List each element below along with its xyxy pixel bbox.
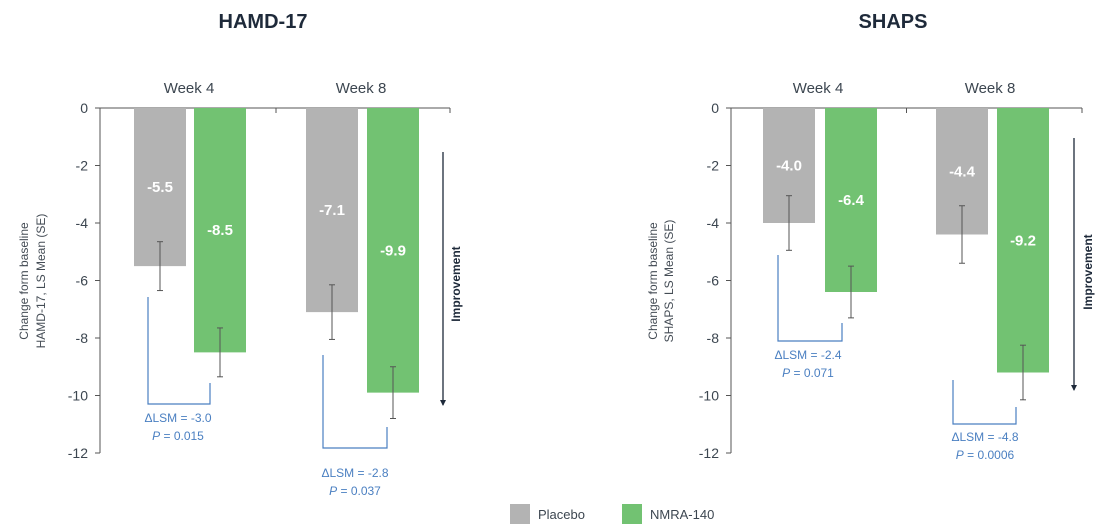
- y-axis-label-line2: SHAPS, LS Mean (SE): [662, 220, 676, 343]
- data-label: -9.2: [1010, 232, 1036, 249]
- comparison-pvalue: P = 0.037: [329, 484, 381, 498]
- chart-1: SHAPS 0 -2 -4 -6 -8 -10 -12 Change form baseline…: [646, 11, 1095, 462]
- bar-nmra-140-week-4: [825, 108, 877, 292]
- y-tick-label: -10: [68, 388, 88, 404]
- category-label: Week 4: [164, 80, 215, 97]
- y-axis-label-line1: Change form baseline: [646, 222, 660, 340]
- category-label: Week 8: [336, 80, 387, 97]
- comparison-delta: ΔLSM = -3.0: [144, 411, 211, 425]
- bar-placebo-week-8: [306, 108, 358, 313]
- improvement-arrow-head: [440, 400, 446, 406]
- comparison-bracket: [147, 297, 211, 405]
- chart-title: SHAPS: [859, 11, 928, 33]
- comparison-pvalue: P = 0.071: [782, 366, 834, 380]
- comparison-bracket: [777, 255, 843, 342]
- y-tick-label: -12: [699, 445, 719, 461]
- y-tick-label: -4: [707, 215, 720, 231]
- comparison-bracket: [952, 380, 1017, 425]
- legend-label-nmra-140: NMRA-140: [650, 507, 714, 522]
- data-label: -6.4: [838, 192, 865, 209]
- comparison-delta: ΔLSM = -2.4: [774, 348, 841, 362]
- category-label: Week 4: [793, 80, 844, 97]
- bar-nmra-140-week-8: [997, 108, 1049, 373]
- p-value: = 0.037: [337, 484, 381, 498]
- y-tick-label: -6: [76, 273, 89, 289]
- category-label: Week 8: [965, 80, 1016, 97]
- y-tick-label: -6: [707, 273, 720, 289]
- improvement-arrow-head: [1071, 385, 1077, 391]
- chart-0: HAMD-17 0 -2 -4 -6 -8 -10 -12 Change form baseli…: [17, 11, 463, 498]
- y-tick-label: -8: [707, 330, 720, 346]
- improvement-label: Improvement: [449, 246, 463, 321]
- comparison-delta: ΔLSM = -4.8: [951, 430, 1018, 444]
- legend-label-placebo: Placebo: [538, 507, 585, 522]
- p-value: = 0.015: [160, 429, 204, 443]
- p-label: P: [956, 448, 964, 462]
- y-tick-label: -2: [76, 158, 89, 174]
- y-tick-label: -4: [76, 215, 89, 231]
- bar-nmra-140-week-4: [194, 108, 246, 353]
- p-label: P: [329, 484, 337, 498]
- data-label: -7.1: [319, 202, 345, 219]
- y-axis-label-line2: HAMD-17, LS Mean (SE): [34, 214, 48, 349]
- data-label: -8.5: [207, 222, 233, 239]
- comparison-pvalue: P = 0.0006: [956, 448, 1015, 462]
- y-tick-label: -2: [707, 158, 720, 174]
- data-label: -4.0: [776, 158, 802, 175]
- y-tick-label: 0: [80, 100, 88, 116]
- y-tick-label: 0: [711, 100, 719, 116]
- y-axis-label-line1: Change form baseline: [17, 222, 31, 340]
- legend-swatch-placebo: [510, 504, 530, 524]
- p-value: = 0.071: [790, 366, 834, 380]
- data-label: -5.5: [147, 179, 173, 196]
- y-tick-label: -8: [76, 330, 89, 346]
- y-tick-label: -12: [68, 445, 88, 461]
- data-label: -9.9: [380, 242, 406, 259]
- comparison-bracket: [322, 355, 388, 449]
- p-value: = 0.0006: [964, 448, 1015, 462]
- y-tick-label: -10: [699, 388, 719, 404]
- data-label: -4.4: [949, 163, 976, 180]
- legend-swatch-nmra-140: [622, 504, 642, 524]
- legend: Placebo NMRA-140: [510, 504, 714, 524]
- p-label: P: [782, 366, 790, 380]
- comparison-delta: ΔLSM = -2.8: [321, 466, 388, 480]
- bar-nmra-140-week-8: [367, 108, 419, 393]
- improvement-label: Improvement: [1081, 234, 1095, 309]
- comparison-pvalue: P = 0.015: [152, 429, 204, 443]
- chart-title: HAMD-17: [219, 11, 308, 33]
- bar-placebo-week-4: [134, 108, 186, 267]
- p-label: P: [152, 429, 160, 443]
